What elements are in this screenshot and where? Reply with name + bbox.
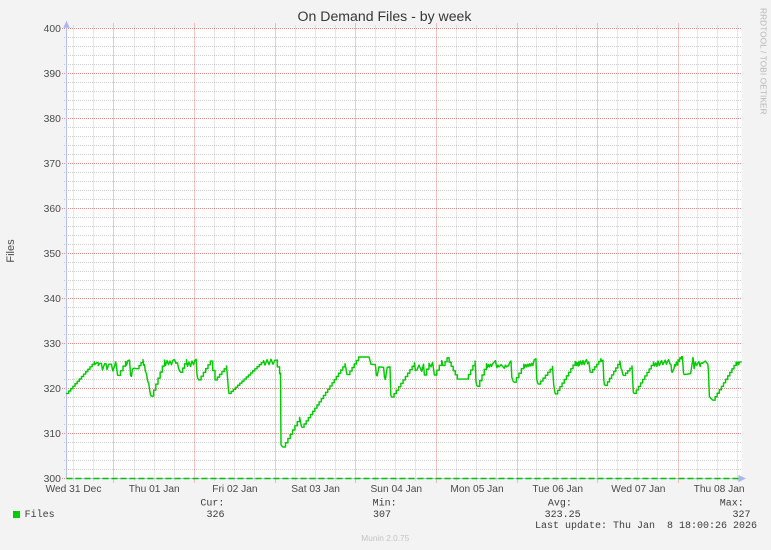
svg-text:360: 360 [44, 204, 61, 215]
svg-text:330: 330 [44, 339, 61, 350]
svg-text:Munin 2.0.75: Munin 2.0.75 [361, 533, 409, 543]
svg-text:Last update: Thu Jan 8 18:00:: Last update: Thu Jan 8 18:00:26 2026 [535, 520, 757, 532]
svg-text:Wed 07 Jan: Wed 07 Jan [611, 484, 665, 495]
svg-text:390: 390 [44, 69, 61, 80]
svg-text:Min:: Min: [373, 498, 397, 510]
svg-text:RRDTOOL / TOBI OETIKER: RRDTOOL / TOBI OETIKER [759, 8, 768, 115]
svg-text:370: 370 [44, 159, 61, 170]
svg-text:323.25: 323.25 [545, 510, 581, 521]
svg-text:307: 307 [373, 510, 391, 521]
svg-text:Max:: Max: [720, 499, 744, 510]
svg-text:327: 327 [733, 510, 751, 521]
svg-text:340: 340 [44, 294, 61, 305]
svg-text:320: 320 [44, 384, 61, 395]
svg-text:On Demand Files - by week: On Demand Files - by week [298, 8, 473, 24]
svg-text:300: 300 [44, 474, 61, 485]
svg-text:Cur:: Cur: [200, 499, 224, 510]
svg-text:Avg:: Avg: [548, 499, 572, 510]
svg-text:Thu 01 Jan: Thu 01 Jan [129, 484, 180, 495]
svg-text:Fri 02 Jan: Fri 02 Jan [212, 484, 257, 495]
svg-text:Sun 04 Jan: Sun 04 Jan [371, 484, 423, 495]
svg-text:380: 380 [44, 114, 61, 125]
svg-text:Wed 31 Dec: Wed 31 Dec [46, 484, 102, 495]
svg-text:Sat 03 Jan: Sat 03 Jan [291, 484, 340, 495]
svg-text:Thu 08 Jan: Thu 08 Jan [694, 484, 745, 495]
svg-text:Mon 05 Jan: Mon 05 Jan [450, 484, 503, 495]
svg-text:Tue 06 Jan: Tue 06 Jan [532, 484, 583, 495]
svg-text:Files: Files [25, 509, 55, 521]
svg-text:400: 400 [44, 24, 61, 35]
svg-text:310: 310 [44, 429, 61, 440]
svg-text:350: 350 [44, 249, 61, 260]
svg-text:326: 326 [207, 510, 225, 521]
svg-text:Files: Files [5, 239, 17, 263]
